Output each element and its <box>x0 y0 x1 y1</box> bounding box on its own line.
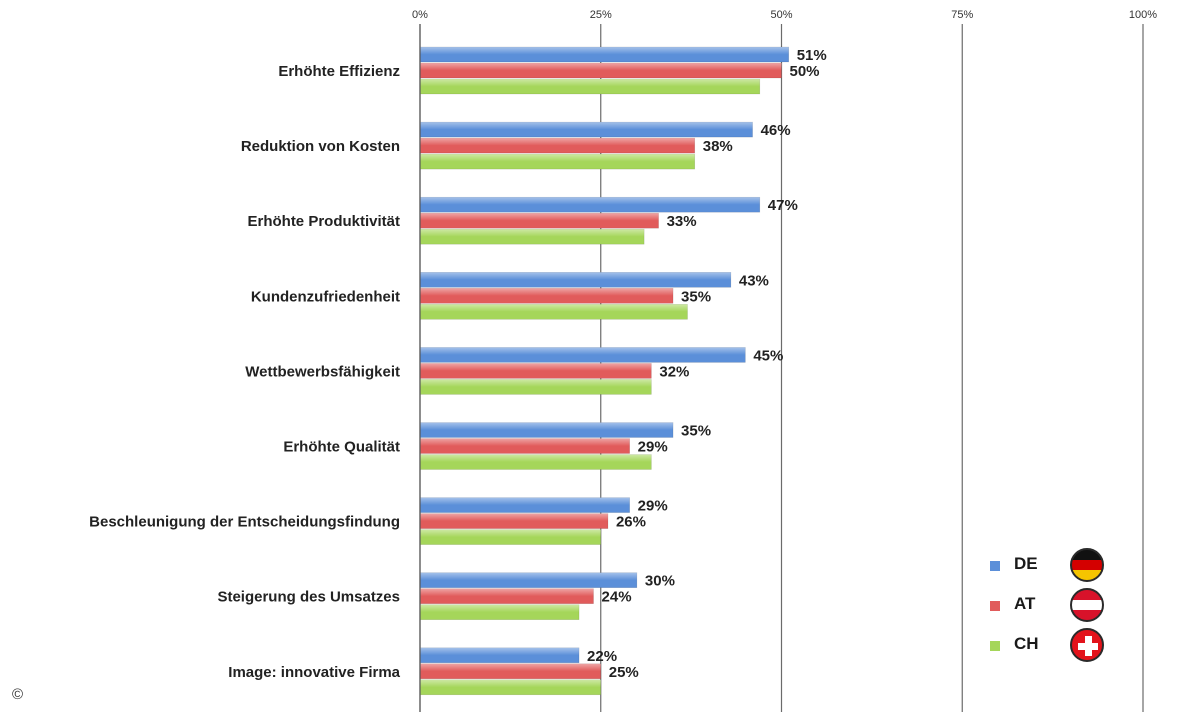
bar-highlight <box>420 588 594 604</box>
bar-highlight <box>420 63 782 78</box>
bar-highlight <box>420 422 674 438</box>
category-label: Erhöhte Qualität <box>283 439 400 456</box>
data-label: 30% <box>645 573 675 590</box>
data-label: 38% <box>703 138 733 155</box>
bar-highlight <box>420 647 580 663</box>
data-label: 45% <box>753 347 783 364</box>
austria-flag-icon <box>1070 588 1104 622</box>
data-label: 29% <box>638 498 668 515</box>
data-label: 46% <box>761 122 791 139</box>
legend-label-de: DE <box>1014 554 1038 573</box>
category-label: Steigerung des Umsatzes <box>217 589 400 606</box>
bar-highlight <box>420 513 608 529</box>
category-label: Erhöhte Produktivität <box>247 213 400 230</box>
x-tick-label: 25% <box>590 9 612 21</box>
category-label: Erhöhte Effizienz <box>278 63 400 80</box>
bar-highlight <box>420 229 645 245</box>
data-label: 35% <box>681 288 711 305</box>
data-label: 26% <box>616 514 646 531</box>
x-tick-label: 0% <box>412 9 428 21</box>
data-label: 32% <box>659 363 689 380</box>
switzerland-flag-icon <box>1070 628 1104 662</box>
bar-highlight <box>420 529 601 545</box>
germany-flag-icon <box>1070 548 1104 582</box>
category-label: Reduktion von Kosten <box>241 138 400 155</box>
data-label: 50% <box>790 63 820 80</box>
bar-highlight <box>420 122 753 138</box>
data-label: 24% <box>602 589 632 606</box>
bar-highlight <box>420 604 580 620</box>
bar-highlight <box>420 213 659 229</box>
data-label: 29% <box>638 439 668 456</box>
data-label: 51% <box>797 47 827 64</box>
x-tick-label: 50% <box>770 9 792 21</box>
bar-highlight <box>420 288 674 304</box>
data-label: 33% <box>667 213 697 230</box>
category-label: Wettbewerbsfähigkeit <box>245 363 400 380</box>
legend-swatch-at <box>990 601 1000 611</box>
legend-label-at: AT <box>1014 594 1036 613</box>
legend-swatch-de <box>990 561 1000 571</box>
bar-highlight <box>420 47 789 62</box>
bar-highlight <box>420 663 601 679</box>
copyright-icon: © <box>12 686 24 703</box>
data-label: 22% <box>587 648 617 665</box>
bar-highlight <box>420 679 601 695</box>
bar-highlight <box>420 438 630 454</box>
category-label: Kundenzufriedenheit <box>251 288 400 305</box>
category-label: Image: innovative Firma <box>228 664 400 681</box>
data-label: 35% <box>681 423 711 440</box>
x-tick-label: 75% <box>951 9 973 21</box>
legend-label-ch: CH <box>1014 634 1039 653</box>
bar-highlight <box>420 379 652 395</box>
legend-item-at: AT <box>990 585 1120 625</box>
bar-highlight <box>420 454 652 470</box>
legend-item-ch: CH <box>990 625 1120 665</box>
legend-item-de: DE <box>990 545 1120 585</box>
bar-highlight <box>420 497 630 513</box>
bar-highlight <box>420 572 637 588</box>
bar-highlight <box>420 79 760 94</box>
data-label: 47% <box>768 197 798 214</box>
bar-highlight <box>420 138 695 154</box>
bar-highlight <box>420 304 688 320</box>
bar-highlight <box>420 197 760 213</box>
bar-highlight <box>420 272 731 288</box>
data-label: 43% <box>739 272 769 289</box>
category-label: Beschleunigung der Entscheidungsfindung <box>89 514 400 531</box>
x-tick-label: 100% <box>1129 9 1157 21</box>
bar-highlight <box>420 154 695 170</box>
data-label: 25% <box>609 664 639 681</box>
bar-highlight <box>420 363 652 379</box>
legend-swatch-ch <box>990 641 1000 651</box>
legend: DE AT CH <box>990 545 1120 675</box>
bar-highlight <box>420 347 746 363</box>
